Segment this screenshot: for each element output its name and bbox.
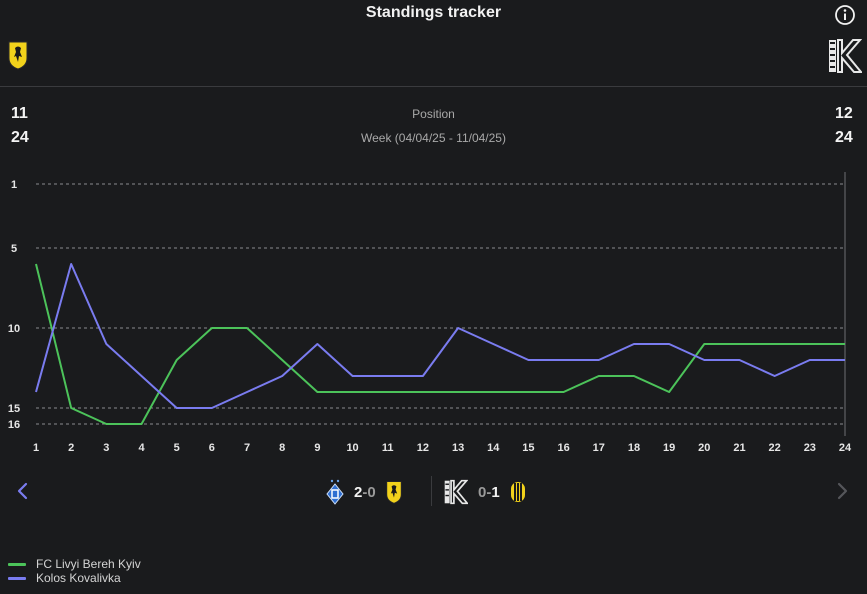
- previous-week-button[interactable]: [13, 478, 33, 504]
- match-1-score: 2-0: [354, 483, 376, 501]
- rukh-logo: [510, 482, 525, 502]
- metric-label: Position: [412, 107, 455, 121]
- livyi-bereh-logo: [8, 41, 28, 70]
- x-tick-label: 16: [557, 442, 569, 454]
- legend-swatch-home: [8, 562, 26, 566]
- legend-swatch-away: [8, 576, 26, 580]
- x-tick-label: 14: [487, 442, 500, 454]
- match-2-score: 0-1: [478, 483, 500, 501]
- x-tick-label: 5: [174, 442, 180, 454]
- livyi-bereh-small-logo: [386, 481, 402, 504]
- x-tick-label: 3: [103, 442, 109, 454]
- week-range-label: Week (04/04/25 - 11/04/25): [361, 131, 506, 145]
- home-total: 24: [11, 129, 29, 146]
- x-tick-label: 21: [733, 442, 745, 454]
- x-tick-label: 17: [593, 442, 605, 454]
- x-tick-label: 22: [769, 442, 781, 454]
- legend-item-away: Kolos Kovalivka: [8, 571, 141, 585]
- next-week-button[interactable]: [832, 478, 852, 504]
- kolos-small-logo: [444, 479, 468, 505]
- x-tick-label: 19: [663, 442, 675, 454]
- legend-item-home: FC Livyi Bereh Kyiv: [8, 557, 141, 571]
- x-tick-label: 12: [417, 442, 429, 454]
- x-tick-label: 11: [382, 442, 394, 454]
- x-tick-label: 7: [244, 442, 250, 454]
- x-tick-label: 9: [314, 442, 320, 454]
- x-tick-label: 13: [452, 442, 464, 454]
- match-result-2[interactable]: 0-1: [444, 478, 526, 506]
- x-tick-label: 8: [279, 442, 285, 454]
- series-line-away: [35, 263, 845, 409]
- y-tick-label: 1: [11, 179, 17, 191]
- x-tick-label: 1: [33, 442, 39, 454]
- x-tick-label: 15: [522, 442, 534, 454]
- home-position: 11: [11, 105, 28, 122]
- kolos-logo: [828, 38, 862, 74]
- x-tick-label: 18: [628, 442, 640, 454]
- dynamo-kyiv-logo: [326, 479, 344, 505]
- y-tick-label: 16: [8, 419, 20, 431]
- y-tick-label: 5: [11, 243, 17, 255]
- x-tick-label: 2: [68, 442, 74, 454]
- match-result-1[interactable]: 2-0: [326, 478, 402, 506]
- x-tick-label: 24: [839, 442, 852, 454]
- legend-label-away: Kolos Kovalivka: [36, 571, 121, 585]
- x-tick-label: 23: [804, 442, 816, 454]
- x-tick-label: 4: [138, 442, 145, 454]
- chart-legend: FC Livyi Bereh Kyiv Kolos Kovalivka: [8, 557, 141, 585]
- info-icon[interactable]: [834, 4, 856, 26]
- x-tick-label: 10: [346, 442, 358, 454]
- y-tick-label: 10: [8, 323, 20, 335]
- page-title: Standings tracker: [365, 4, 502, 21]
- away-position: 12: [835, 105, 853, 122]
- legend-label-home: FC Livyi Bereh Kyiv: [36, 557, 141, 571]
- x-tick-label: 20: [698, 442, 710, 454]
- y-tick-label: 15: [8, 403, 20, 415]
- header-divider: [0, 86, 867, 87]
- match-separator: [431, 476, 432, 506]
- away-total: 24: [835, 129, 853, 146]
- x-tick-label: 6: [209, 442, 215, 454]
- series-line-home: [35, 263, 845, 425]
